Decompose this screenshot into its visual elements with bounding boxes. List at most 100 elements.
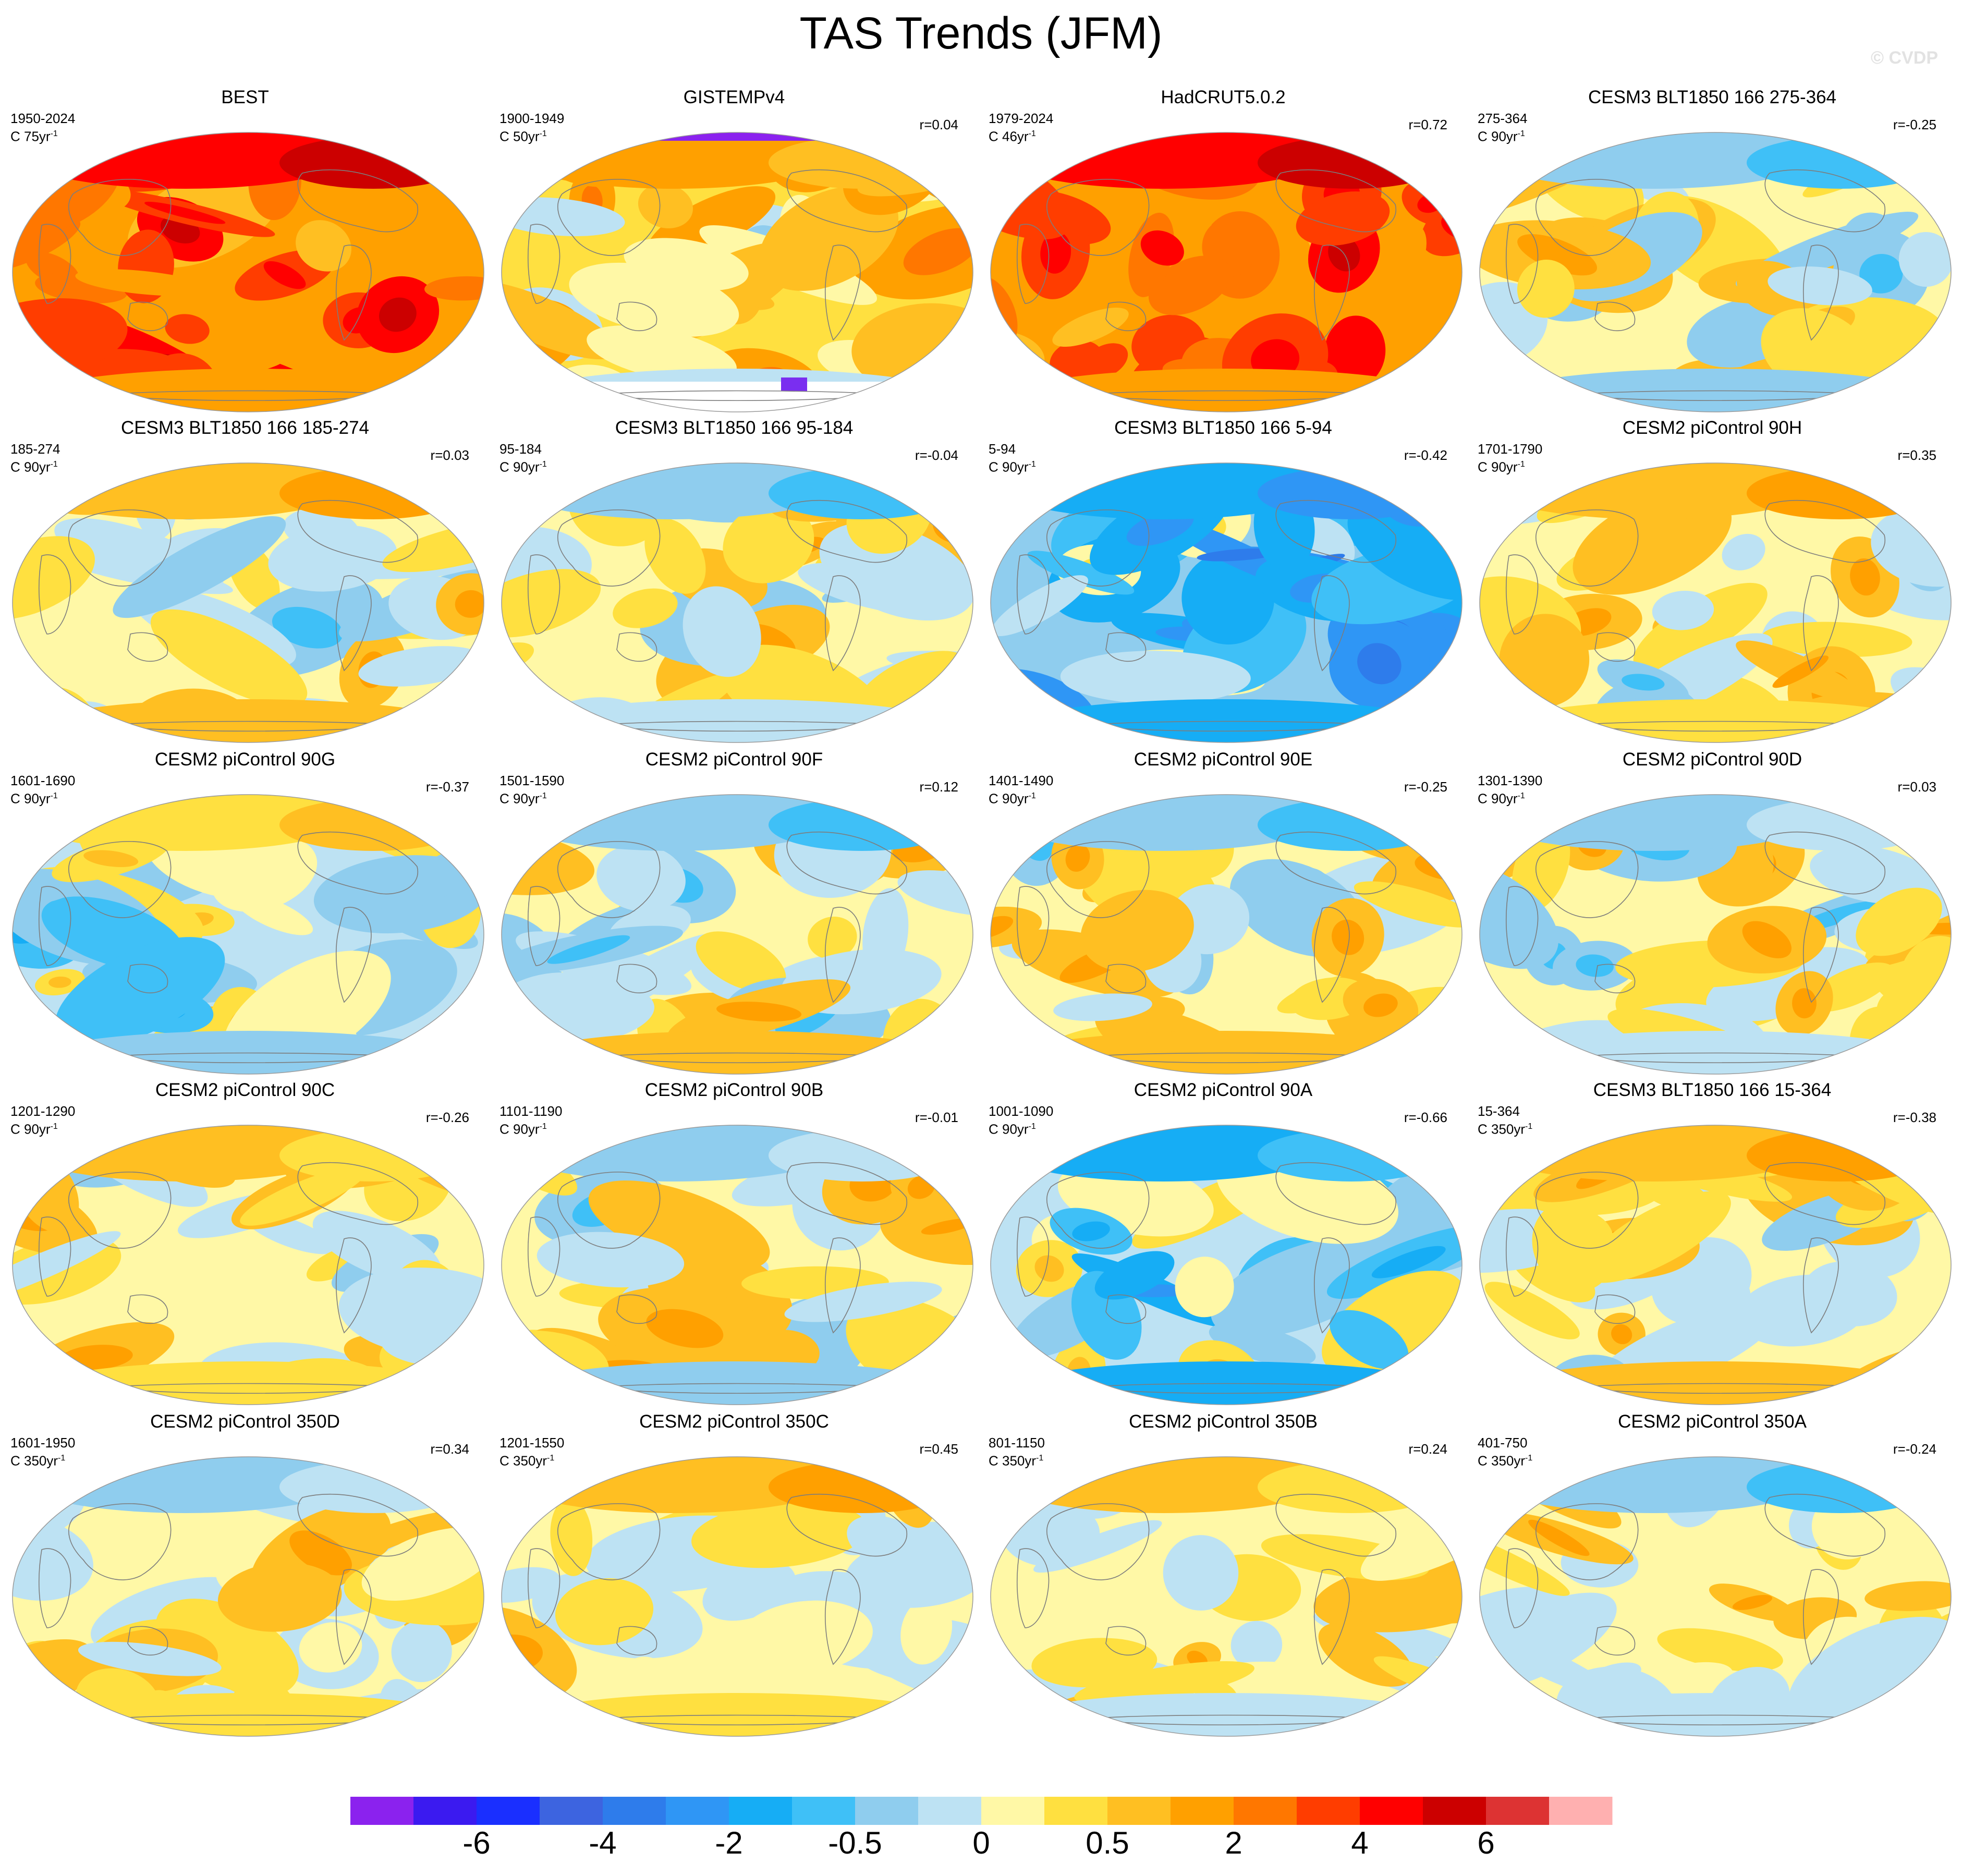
trend-region xyxy=(1480,1526,1570,1596)
trend-map xyxy=(1479,1456,1952,1737)
trend-region xyxy=(1211,1236,1395,1337)
panel-title: GISTEMPv4 xyxy=(683,87,785,107)
trend-region xyxy=(1324,315,1386,387)
panel-pattern-correlation: r=0.03 xyxy=(1897,779,1936,795)
coastline xyxy=(336,1569,372,1665)
trend-region xyxy=(1060,651,1251,704)
trend-map xyxy=(12,132,484,412)
coastline xyxy=(127,964,168,994)
coastline xyxy=(1046,1172,1150,1249)
panel-period: 1101-1190 xyxy=(499,1103,563,1119)
trend-core xyxy=(1488,676,1517,693)
trend-region xyxy=(13,1134,55,1185)
panel-units-text: C 90yr xyxy=(10,1121,51,1137)
map-field xyxy=(502,795,973,1074)
trend-region xyxy=(537,382,583,404)
coastline xyxy=(39,1216,71,1297)
coastline xyxy=(1764,1162,1886,1225)
coastline xyxy=(1314,1237,1350,1334)
trend-map xyxy=(12,794,484,1075)
map-border xyxy=(12,1125,484,1405)
panel-pattern-correlation: r=-0.66 xyxy=(1404,1110,1447,1125)
colorbar-swatch xyxy=(1549,1797,1613,1825)
colorbar-tick-label: -6 xyxy=(462,1825,491,1860)
units-exponent: -1 xyxy=(1525,1122,1533,1131)
arctic-region xyxy=(279,1461,467,1513)
units-exponent: -1 xyxy=(1036,1454,1044,1463)
panel-units-text: C 90yr xyxy=(10,790,51,807)
coastline xyxy=(1046,841,1150,918)
coastline xyxy=(557,1172,661,1249)
colorbar-swatch xyxy=(1234,1797,1297,1825)
panel-units-text: C 350yr xyxy=(989,1453,1037,1469)
arctic-region xyxy=(279,799,467,851)
coastline xyxy=(616,301,657,332)
colorbar-tick-label: 0.5 xyxy=(1086,1825,1129,1860)
coastline xyxy=(1536,509,1639,587)
map-border xyxy=(1479,794,1952,1075)
colorbar-swatch xyxy=(1297,1797,1360,1825)
trend-core xyxy=(1407,159,1462,184)
map-border xyxy=(12,462,484,743)
trend-core xyxy=(991,916,1014,939)
panel-units-text: C 90yr xyxy=(989,1121,1029,1137)
trend-region xyxy=(502,1567,560,1603)
coastline xyxy=(1105,632,1147,662)
coastline xyxy=(1275,1494,1397,1557)
coastline xyxy=(127,1626,168,1656)
antarctic-station-cell xyxy=(781,377,807,391)
panel-title: CESM3 BLT1850 166 95-184 xyxy=(615,418,854,438)
coastline xyxy=(528,1216,560,1297)
coastline xyxy=(557,841,661,918)
panel-period: 1401-1490 xyxy=(989,773,1054,788)
map-border xyxy=(501,1456,973,1737)
map-panel: CESM2 piControl 90E 1401-1490 C 90yr-1 r=-0… xyxy=(978,749,1468,1076)
trend-map xyxy=(501,1456,973,1737)
panel-pattern-correlation: r=-0.38 xyxy=(1893,1110,1936,1125)
trend-region xyxy=(1094,1251,1175,1300)
trend-core xyxy=(1792,988,1817,1019)
trend-core xyxy=(1384,1375,1452,1405)
map-border xyxy=(1479,462,1952,743)
panel-pattern-correlation: r=0.03 xyxy=(430,447,469,463)
coastline xyxy=(1017,224,1050,304)
trend-core xyxy=(453,856,484,870)
map-panel: CESM2 piControl 90H 1701-1790 C 90yr-1 r=0.… xyxy=(1467,417,1957,745)
colorbar-labels: -6 -4 -2 -0.5 0 0.5 2 4 6 xyxy=(0,1825,1962,1867)
coastline xyxy=(1536,1172,1639,1249)
arctic-region xyxy=(769,1461,956,1513)
panel-title: CESM3 BLT1850 166 275-364 xyxy=(1588,87,1837,107)
trend-region xyxy=(1532,1201,1614,1292)
trend-core xyxy=(1850,558,1880,596)
map-panel: CESM2 piControl 350C 1201-1550 C 350yr-1 r=… xyxy=(489,1411,979,1738)
trend-region xyxy=(296,220,351,272)
map-panel: HadCRUT5.0.2 1979-2024 C 46yr-1 r=0.72 xyxy=(978,87,1468,414)
trend-region xyxy=(1380,1696,1462,1736)
trend-map xyxy=(1479,794,1952,1075)
map-border xyxy=(501,132,973,412)
colorbar-swatch xyxy=(792,1797,856,1825)
panel-title: CESM2 piControl 350D xyxy=(150,1411,340,1432)
coastline xyxy=(1105,1294,1147,1324)
trend-region xyxy=(1864,1581,1951,1611)
trend-region xyxy=(502,1458,543,1497)
panel-pattern-correlation: r=0.72 xyxy=(1408,117,1447,132)
trend-core xyxy=(1517,234,1598,276)
colorbar-swatch xyxy=(1171,1797,1234,1825)
panel-units-text: C 350yr xyxy=(10,1453,58,1469)
panel-units-text: C 90yr xyxy=(499,1121,540,1137)
map-border xyxy=(990,462,1463,743)
coastline xyxy=(1275,1162,1397,1225)
coastline xyxy=(825,907,861,1003)
coastline xyxy=(39,1548,71,1628)
trend-region xyxy=(1886,387,1951,412)
colorbar-swatch xyxy=(1486,1797,1550,1825)
coastline xyxy=(1803,907,1839,1003)
colorbar-swatch xyxy=(1423,1797,1486,1825)
coastline xyxy=(557,509,661,587)
coastline xyxy=(825,245,861,341)
map-panel: BEST 1950-2024 C 75yr-1 xyxy=(0,87,490,414)
trend-region xyxy=(13,1231,121,1307)
trend-region xyxy=(1140,230,1184,266)
trend-region xyxy=(1768,266,1872,306)
